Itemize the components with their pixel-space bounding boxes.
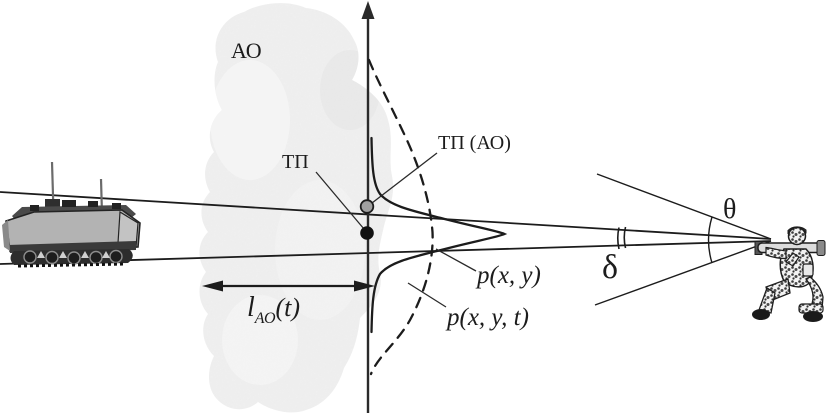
aim-point-cloud-marker bbox=[359, 199, 375, 214]
armored-vehicle-icon bbox=[2, 161, 141, 268]
soldier-helmet bbox=[787, 226, 807, 235]
density-xy-label: p(x, y) bbox=[475, 262, 541, 289]
soldier-front-shin bbox=[758, 287, 776, 314]
delta-tick-right bbox=[623, 226, 627, 249]
field-line-lower bbox=[594, 240, 772, 306]
aim-point-cloud-leader bbox=[371, 152, 438, 204]
soldier-front-arm bbox=[765, 246, 787, 260]
aim-point-label: ТП bbox=[282, 151, 309, 173]
density-xy-leader bbox=[435, 248, 477, 272]
density-curve-instant bbox=[370, 136, 508, 334]
density-curve-time bbox=[367, 58, 434, 376]
density-xyt-leader bbox=[407, 282, 447, 308]
soldier-head bbox=[787, 226, 807, 246]
field-line-upper bbox=[596, 173, 772, 240]
cloud-length-label: lАО(t) bbox=[247, 292, 300, 327]
vehicle-track-links bbox=[17, 262, 127, 268]
theta-angle-label: θ bbox=[723, 194, 736, 225]
vehicle-nose bbox=[2, 220, 10, 251]
density-xyt-label: p(x, y, t) bbox=[445, 304, 529, 331]
soldier-rear-arm bbox=[785, 252, 800, 267]
sight-line-upper bbox=[0, 191, 772, 240]
delta-angle-label: δ bbox=[602, 249, 618, 286]
length-arrow-icon bbox=[202, 280, 375, 292]
aim-point-marker bbox=[360, 226, 374, 240]
aim-point-cloud-label: ТП (АО) bbox=[438, 132, 511, 154]
delta-tick-left bbox=[616, 227, 620, 250]
cloud-label: АО bbox=[231, 38, 262, 63]
soldier-pouch bbox=[802, 263, 814, 277]
rpg-soldier-icon bbox=[752, 226, 826, 322]
theta-angle-arc bbox=[707, 216, 713, 264]
soldier-rear-leg bbox=[805, 276, 824, 310]
aim-point-leader bbox=[315, 171, 365, 230]
axis-arrow-icon bbox=[361, 1, 375, 19]
vehicle-road-wheels bbox=[23, 249, 123, 265]
